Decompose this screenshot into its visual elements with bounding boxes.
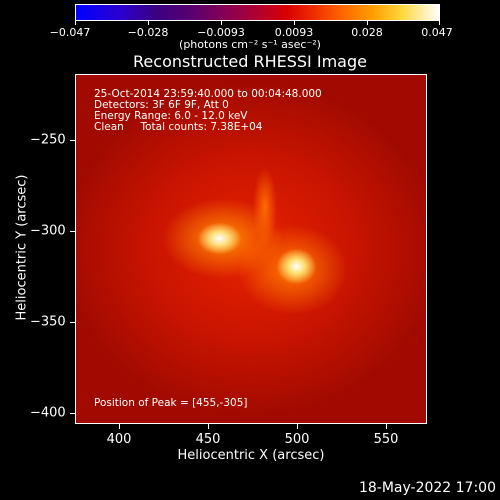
x-tick-label: 400: [106, 432, 132, 447]
rhessi-image: 25-Oct-2014 23:59:40.000 to 00:04:48.000…: [75, 74, 427, 424]
y-tick-label: −400: [30, 405, 66, 421]
colorbar-units: (photons cm⁻² s⁻¹ asec⁻²): [179, 38, 321, 51]
colorbar-label: −0.047: [49, 26, 91, 39]
info-line-counts: Clean Total counts: 7.38E+04: [94, 121, 263, 133]
colorbar: [75, 4, 440, 21]
x-axis-title: Heliocentric X (arcsec): [177, 448, 325, 463]
y-tick-label: −300: [30, 223, 66, 239]
colorbar-label: −0.028: [127, 26, 169, 39]
colorbar-label: 0.047: [421, 26, 453, 39]
x-tick-label: 500: [284, 432, 310, 447]
colorbar-label: 0.028: [351, 26, 383, 39]
peak-position: Position of Peak = [455,-305]: [94, 397, 248, 409]
x-tick-label: 550: [373, 432, 399, 447]
colorbar-label: 0.0093: [274, 26, 314, 39]
info-line-detectors: Detectors: 3F 6F 9F, Att 0: [94, 99, 229, 111]
y-axis-title: Heliocentric Y (arcsec): [14, 174, 30, 321]
timestamp: 18-May-2022 17:00: [358, 480, 496, 496]
colorbar-label: −0.0093: [197, 26, 245, 39]
info-line-time: 25-Oct-2014 23:59:40.000 to 00:04:48.000: [94, 88, 322, 100]
plot-title: Reconstructed RHESSI Image: [133, 52, 367, 71]
y-tick-label: −250: [30, 132, 66, 148]
info-line-energy: Energy Range: 6.0 - 12.0 keV: [94, 110, 248, 122]
y-tick-label: −350: [30, 314, 66, 330]
x-tick-label: 450: [195, 432, 221, 447]
